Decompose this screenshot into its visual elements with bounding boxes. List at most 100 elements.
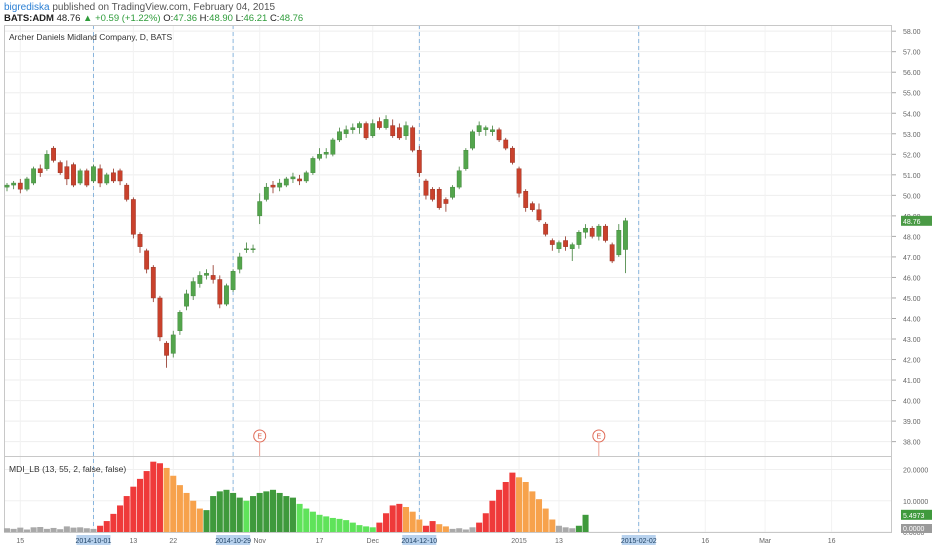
indicator-bar	[522, 482, 529, 532]
indicator-bar	[263, 491, 270, 532]
earnings-marker	[592, 429, 606, 443]
candle-body	[97, 168, 103, 184]
date-marker-badge	[402, 535, 437, 545]
indicator-bar	[136, 478, 144, 532]
indicator-bar	[383, 513, 390, 532]
candle-body	[44, 154, 50, 169]
indicator-bar	[516, 477, 523, 532]
candle-body	[230, 271, 236, 290]
high-label: H:	[199, 13, 210, 24]
indicator-bar	[70, 527, 77, 532]
price-tick-label: 41.00	[903, 378, 921, 385]
indicator-bar	[575, 525, 582, 532]
candle-body	[277, 182, 283, 188]
date-marker-badge	[216, 535, 251, 545]
candle-body	[616, 230, 622, 256]
candle-body	[483, 127, 489, 130]
candle-body	[390, 125, 396, 137]
date-marker-badge	[76, 535, 111, 545]
candle-body	[450, 186, 455, 198]
candle-body	[563, 240, 569, 247]
indicator-bar	[210, 496, 217, 532]
indicator-bar	[456, 528, 463, 532]
candle-body	[430, 188, 435, 200]
indicator-axis[interactable]: 0.0000 10.0000 20.0000 5.4973 0.0000	[901, 468, 932, 538]
quote-line: BATS:ADM 48.76 ▲ +0.59 (+1.22%) O:47.36 …	[4, 13, 924, 24]
indicator-bars	[3, 461, 589, 532]
time-tick-label: 15	[16, 538, 24, 545]
price-tick-label: 48.00	[903, 234, 921, 241]
candle-body	[104, 174, 110, 184]
indicator-tick-label: 20.0000	[903, 468, 928, 475]
indicator-bar	[442, 526, 449, 532]
candle-body	[350, 127, 356, 130]
change-label: ▲ +0.59 (+1.22%)	[83, 13, 161, 24]
indicator-pane-title: MDI_LB (13, 55, 2, false, false)	[9, 464, 126, 474]
candle-body	[204, 273, 209, 276]
candle-body	[423, 180, 429, 196]
candle-body	[217, 279, 223, 305]
indicator-bar	[356, 525, 363, 532]
candle-body	[303, 172, 309, 182]
price-tick-label: 55.00	[903, 91, 921, 98]
indicator-bar	[389, 505, 396, 532]
price-tick-label: 58.00	[903, 29, 921, 36]
indicator-bar	[276, 492, 283, 532]
candle-body	[130, 199, 136, 235]
price-axis[interactable]: 38.00 39.00 40.00 41.00 42.00 43.00 44.00 45.00…	[892, 29, 932, 447]
publish-line: bigrediska published on TradingView.com,…	[4, 2, 924, 13]
indicator-bar	[436, 524, 443, 532]
candle-body	[470, 131, 475, 149]
indicator-bar	[502, 482, 509, 532]
indicator-bar	[549, 519, 556, 532]
indicator-zero-badge	[901, 524, 932, 533]
indicator-bar	[170, 475, 177, 532]
indicator-bar	[143, 471, 150, 532]
indicator-bar	[196, 508, 203, 532]
time-tick-label: 17	[316, 538, 324, 545]
time-axis[interactable]: 15 2014-10-01 13 22 2014-10-29 Nov 17 Dec 2014-1…	[16, 535, 836, 545]
candle-body	[164, 342, 169, 356]
candle-body	[91, 166, 96, 182]
indicator-bar	[176, 485, 183, 532]
indicator-bar	[283, 496, 290, 532]
candle-body	[330, 139, 336, 155]
author-link[interactable]: bigrediska	[4, 2, 50, 13]
indicator-bar	[496, 489, 503, 532]
candle-body	[150, 266, 156, 299]
candle-body	[603, 225, 608, 241]
candle-body	[124, 184, 130, 200]
price-tick-label: 43.00	[903, 337, 921, 344]
indicator-bar	[163, 467, 170, 532]
indicator-bar	[23, 529, 30, 532]
candle-body	[623, 220, 628, 250]
candle-body	[310, 158, 316, 173]
indicator-bar	[309, 511, 316, 532]
candle-body	[589, 227, 595, 237]
candle-body	[609, 244, 615, 262]
indicator-bar	[489, 500, 496, 532]
indicator-bar	[402, 507, 410, 532]
candle-body	[377, 121, 382, 128]
indicator-bar	[349, 522, 356, 532]
close-label: C:	[269, 13, 280, 24]
indicator-bar	[422, 525, 429, 532]
indicator-bar	[230, 492, 237, 532]
candle-body	[443, 199, 449, 204]
candle-body	[363, 123, 369, 139]
candle-body	[177, 312, 183, 332]
candle-body	[31, 168, 36, 184]
indicator-bar	[50, 527, 57, 532]
candle-body	[64, 166, 70, 180]
indicator-bar	[569, 528, 576, 532]
symbol-label: BATS:ADM	[4, 13, 54, 24]
indicator-bar	[363, 526, 370, 532]
last-price: 48.76	[56, 13, 81, 24]
close-value: 48.76	[279, 13, 304, 24]
indicator-bar	[582, 514, 589, 532]
candle-body	[583, 227, 588, 233]
candle-body	[596, 225, 602, 237]
indicator-bar	[555, 525, 562, 532]
